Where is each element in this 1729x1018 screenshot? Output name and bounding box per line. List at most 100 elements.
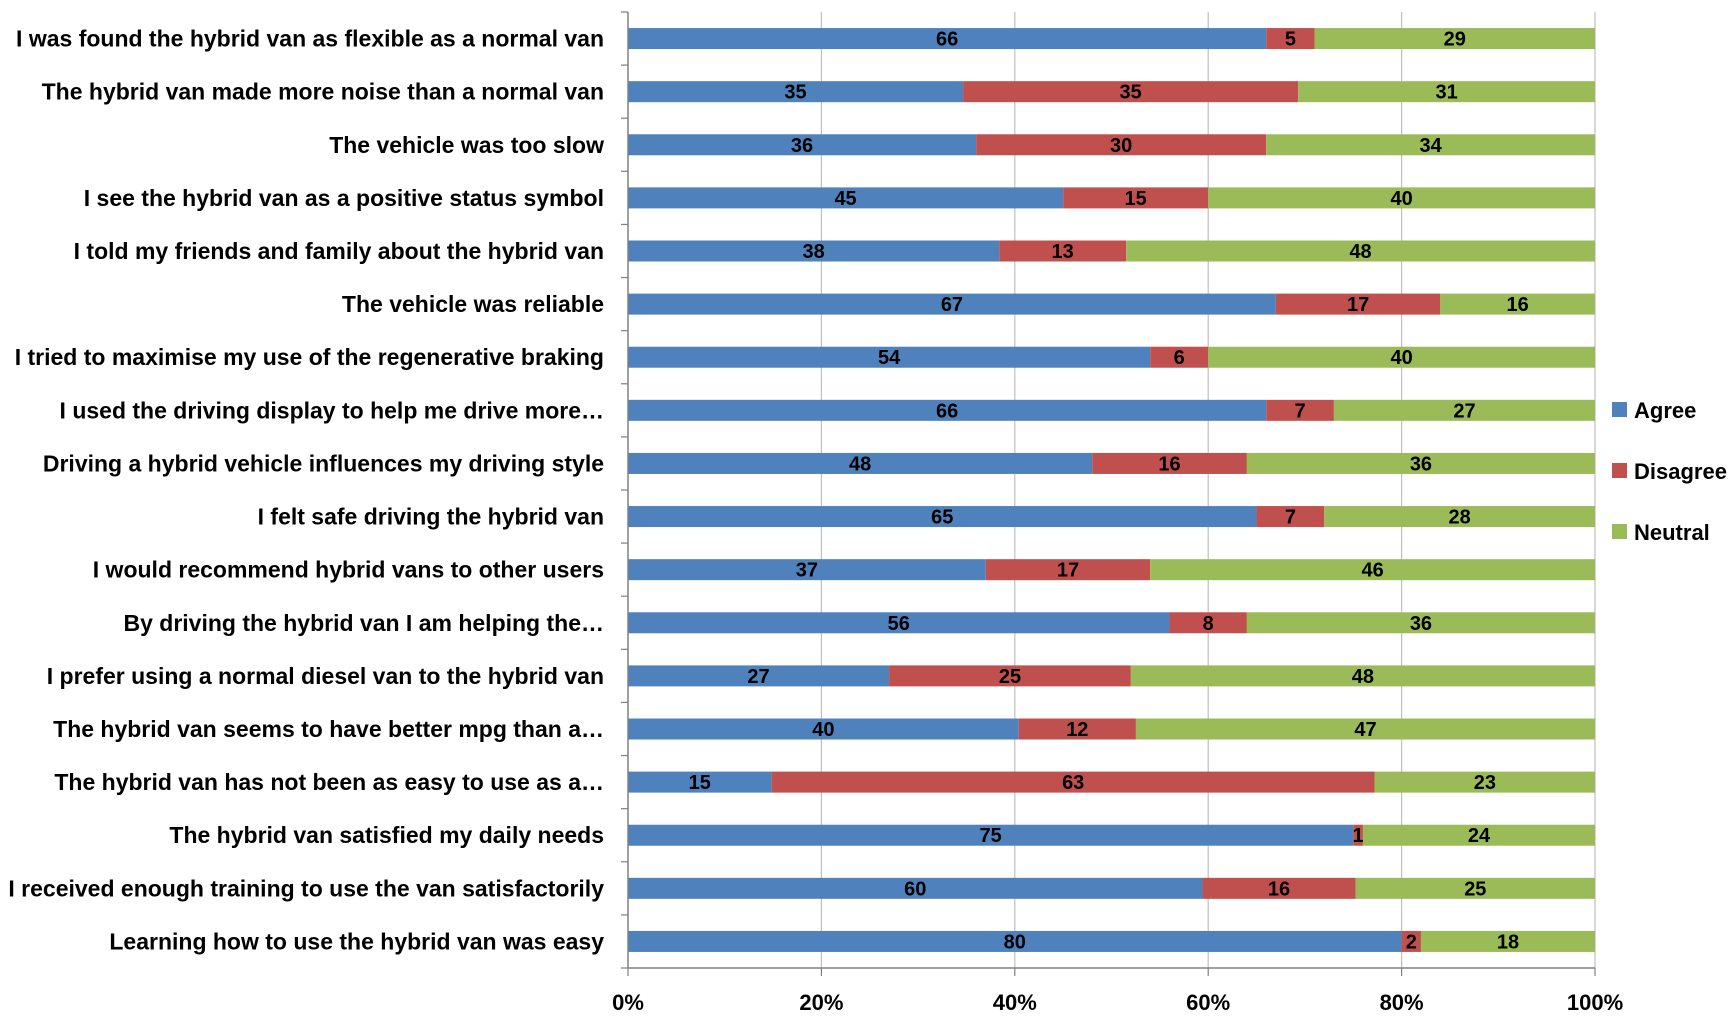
data-label-agree: 56	[888, 613, 910, 635]
x-tick-labels: 0% 20% 40% 60% 80% 100%	[612, 990, 1623, 1015]
data-label-disagree: 13	[1052, 241, 1074, 263]
bar-agree	[628, 28, 1267, 50]
bar-disagree	[976, 134, 1267, 156]
data-label-neutral: 23	[1474, 772, 1496, 794]
legend-label: Neutral	[1634, 520, 1710, 545]
bar-agree	[628, 134, 977, 156]
bar-neutral	[1126, 240, 1595, 262]
bar-neutral	[1362, 824, 1595, 846]
category-label: The hybrid van seems to have better mpg …	[53, 716, 604, 742]
data-label-disagree: 8	[1203, 613, 1214, 635]
data-label-neutral: 34	[1419, 135, 1442, 157]
data-label-agree: 66	[936, 400, 958, 422]
data-label-disagree: 7	[1285, 507, 1296, 529]
data-label-neutral: 31	[1435, 82, 1457, 104]
gridlines	[820, 12, 1596, 968]
bar-disagree	[1275, 293, 1441, 315]
bar-neutral	[1208, 346, 1595, 368]
category-label: I tried to maximise my use of the regene…	[15, 344, 604, 370]
data-label-disagree: 12	[1066, 719, 1088, 741]
category-label: The hybrid van has not been as easy to u…	[54, 769, 604, 795]
data-label-agree: 15	[689, 772, 711, 794]
data-label-neutral: 16	[1507, 294, 1529, 316]
data-label-agree: 37	[796, 560, 818, 582]
x-tick-label: 0%	[612, 990, 644, 1015]
x-tick-label: 60%	[1186, 990, 1230, 1015]
bar-neutral	[1355, 877, 1595, 899]
data-label-neutral: 40	[1390, 347, 1412, 369]
bar-agree	[628, 824, 1354, 846]
data-label-disagree: 25	[999, 666, 1021, 688]
data-label-neutral: 36	[1410, 613, 1432, 635]
bar-agree	[628, 293, 1276, 315]
data-label-disagree: 15	[1125, 188, 1147, 210]
bar-agree	[628, 718, 1019, 740]
data-label-agree: 48	[849, 453, 871, 475]
bar-neutral	[1314, 28, 1595, 50]
data-label-neutral: 48	[1349, 241, 1371, 263]
legend-item-agree: Agree	[1612, 398, 1696, 423]
data-label-disagree: 35	[1120, 82, 1142, 104]
legend-item-disagree: Disagree	[1612, 459, 1727, 484]
x-tick-label: 80%	[1380, 990, 1424, 1015]
data-label-disagree: 6	[1174, 347, 1185, 369]
data-label-agree: 67	[941, 294, 963, 316]
category-label: The vehicle was reliable	[342, 291, 604, 317]
bar-agree	[628, 81, 964, 103]
bar-neutral	[1130, 665, 1595, 687]
x-tick-label: 40%	[993, 990, 1037, 1015]
bar-disagree	[999, 240, 1127, 262]
category-label: By driving the hybrid van I am helping t…	[123, 610, 604, 636]
bar-agree	[628, 399, 1267, 421]
category-label: I see the hybrid van as a positive statu…	[84, 185, 604, 211]
bar-neutral	[1266, 134, 1595, 156]
bar-disagree	[1401, 930, 1421, 952]
data-label-agree: 65	[931, 507, 953, 529]
data-label-agree: 27	[747, 666, 769, 688]
category-label: I prefer using a normal diesel van to th…	[47, 663, 604, 689]
category-label: Learning how to use the hybrid van was e…	[109, 928, 604, 954]
category-label: I felt safe driving the hybrid van	[258, 504, 604, 530]
data-label-agree: 45	[834, 188, 856, 210]
data-label-neutral: 27	[1453, 400, 1475, 422]
bar-disagree	[1150, 346, 1209, 368]
bar-agree	[628, 559, 986, 581]
bar-disagree	[889, 665, 1131, 687]
data-label-disagree: 30	[1110, 135, 1132, 157]
bar-agree	[628, 506, 1257, 528]
bar-agree	[628, 452, 1093, 474]
data-label-disagree: 5	[1285, 29, 1296, 51]
data-label-disagree: 16	[1268, 878, 1290, 900]
bar-neutral	[1246, 612, 1595, 634]
data-label-disagree: 1	[1353, 825, 1364, 847]
bar-neutral	[1246, 452, 1595, 474]
data-label-agree: 36	[791, 135, 813, 157]
legend-label: Agree	[1634, 398, 1696, 423]
data-label-neutral: 25	[1464, 878, 1486, 900]
data-label-disagree: 17	[1057, 560, 1079, 582]
data-label-agree: 54	[878, 347, 901, 369]
category-labels: I was found the hybrid van as flexible a…	[8, 26, 604, 955]
data-label-agree: 66	[936, 29, 958, 51]
bar-neutral	[1420, 930, 1595, 952]
legend: Agree Disagree Neutral	[1612, 398, 1727, 545]
legend-swatch	[1612, 402, 1627, 417]
category-label: I used the driving display to help me dr…	[60, 397, 604, 423]
category-label: The hybrid van made more noise than a no…	[42, 79, 604, 105]
data-label-agree: 35	[784, 82, 806, 104]
data-label-neutral: 36	[1410, 453, 1432, 475]
data-label-neutral: 24	[1468, 825, 1491, 847]
bar-disagree	[1092, 452, 1247, 474]
category-label: I was found the hybrid van as flexible a…	[16, 26, 604, 52]
data-label-neutral: 46	[1361, 560, 1383, 582]
bar-disagree	[771, 771, 1375, 793]
data-label-neutral: 28	[1448, 507, 1470, 529]
bar-disagree	[1169, 612, 1247, 634]
bar-disagree	[1063, 187, 1209, 209]
bar-agree	[628, 240, 1000, 262]
bar-neutral	[1374, 771, 1595, 793]
legend-item-neutral: Neutral	[1612, 520, 1710, 545]
bar-disagree	[1266, 28, 1315, 50]
bar-agree	[628, 665, 890, 687]
